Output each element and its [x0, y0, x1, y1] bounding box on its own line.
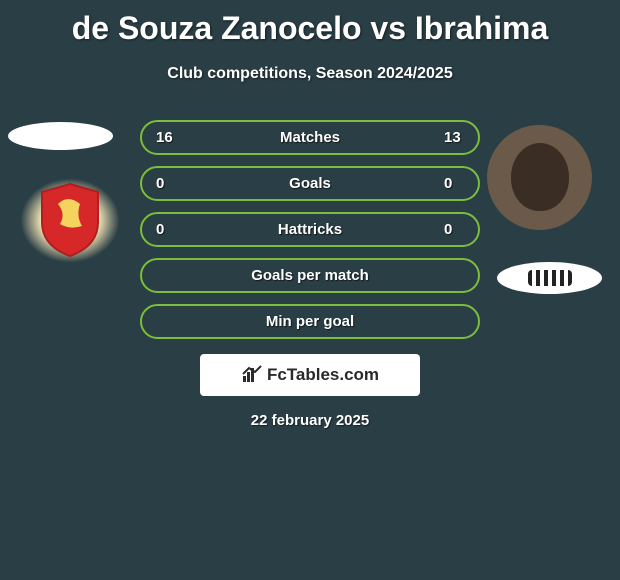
player-right-photo [487, 125, 592, 230]
stat-right-value: 0 [444, 221, 464, 238]
subtitle: Club competitions, Season 2024/2025 [0, 65, 620, 83]
stat-row: Min per goal [140, 304, 480, 339]
date-label: 22 february 2025 [0, 412, 620, 429]
club-shield-icon [36, 182, 104, 258]
brand-badge[interactable]: FcTables.com [200, 354, 420, 396]
stat-left-value: 16 [156, 129, 176, 146]
stat-label: Min per goal [266, 313, 354, 330]
stat-label: Goals per match [251, 267, 369, 284]
brand-text: FcTables.com [267, 365, 379, 385]
player-right-club-badge [497, 262, 602, 294]
page-title: de Souza Zanocelo vs Ibrahima [0, 0, 620, 47]
stat-label: Hattricks [278, 221, 342, 238]
stat-left-value: 0 [156, 221, 176, 238]
club-stripe-icon [528, 270, 572, 286]
stat-row: Goals per match [140, 258, 480, 293]
stat-label: Matches [280, 129, 340, 146]
chart-icon [241, 364, 263, 386]
player-face-placeholder [511, 143, 569, 211]
stat-right-value: 13 [444, 129, 464, 146]
stat-row: 0 Hattricks 0 [140, 212, 480, 247]
stat-row: 16 Matches 13 [140, 120, 480, 155]
player-left-photo [8, 122, 113, 150]
stat-row: 0 Goals 0 [140, 166, 480, 201]
stat-right-value: 0 [444, 175, 464, 192]
stats-container: 16 Matches 13 0 Goals 0 0 Hattricks 0 Go… [140, 120, 480, 350]
stat-left-value: 0 [156, 175, 176, 192]
stat-label: Goals [289, 175, 331, 192]
